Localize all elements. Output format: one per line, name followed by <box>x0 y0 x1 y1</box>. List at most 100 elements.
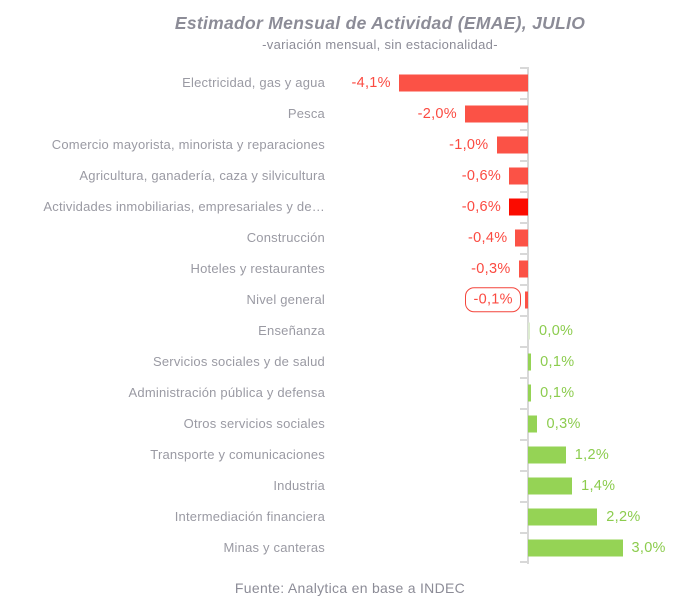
value-label: 0,1% <box>540 384 575 401</box>
plot-area: -0,1% <box>325 284 676 315</box>
bar <box>528 415 538 432</box>
axis-tick <box>520 222 527 224</box>
chart-row: Enseñanza 0,0% <box>0 315 676 346</box>
category-label: Intermediación financiera <box>174 509 325 524</box>
chart-row: Hoteles y restaurantes -0,3% <box>0 253 676 284</box>
axis-tick <box>520 253 527 255</box>
chart-title: Estimador Mensual de Actividad (EMAE), J… <box>174 13 586 33</box>
plot-area: -0,3% <box>325 253 676 284</box>
value-label: -0,4% <box>468 229 508 246</box>
value-label: -0,3% <box>471 260 511 277</box>
bar <box>465 105 528 122</box>
bar <box>528 446 566 463</box>
bar <box>528 508 598 525</box>
category-label: Agricultura, ganadería, caza y silvicult… <box>79 168 325 183</box>
value-label: 0,0% <box>539 322 574 339</box>
bar <box>528 384 532 401</box>
axis-tick <box>520 67 527 69</box>
chart-row: Electricidad, gas y agua -4,1% <box>0 67 676 98</box>
category-label: Electricidad, gas y agua <box>182 75 325 90</box>
axis-tick <box>520 470 527 472</box>
axis-tick <box>520 129 527 131</box>
chart-header: Estimador Mensual de Actividad (EMAE), J… <box>0 12 676 54</box>
plot-area: -0,6% <box>325 191 676 222</box>
plot-area: -0,4% <box>325 222 676 253</box>
axis-tick <box>520 501 527 503</box>
category-label: Administración pública y defensa <box>128 385 325 400</box>
plot-area: -1,0% <box>325 129 676 160</box>
bar <box>398 74 528 91</box>
plot-area: 0,1% <box>325 346 676 377</box>
category-label: Otros servicios sociales <box>183 416 325 431</box>
plot-area: -2,0% <box>325 98 676 129</box>
bar <box>515 229 528 246</box>
bar <box>528 322 530 339</box>
category-label: Minas y canteras <box>223 540 325 555</box>
chart-row: Construcción -0,4% <box>0 222 676 253</box>
plot-area: 0,3% <box>325 408 676 439</box>
category-label: Hoteles y restaurantes <box>190 261 325 276</box>
chart-row: Pesca -2,0% <box>0 98 676 129</box>
value-label: -1,0% <box>449 136 489 153</box>
value-label: 1,4% <box>581 477 616 494</box>
category-label: Enseñanza <box>258 323 325 338</box>
axis-tick <box>520 98 527 100</box>
bar <box>528 539 623 556</box>
chart-row: Minas y canteras 3,0% <box>0 532 676 563</box>
bar-chart: Electricidad, gas y agua -4,1% Pesca -2,0% C… <box>0 67 676 564</box>
chart-row: Administración pública y defensa 0,1% <box>0 377 676 408</box>
plot-area: 3,0% <box>325 532 676 563</box>
chart-row: Otros servicios sociales 0,3% <box>0 408 676 439</box>
axis-tick <box>520 439 527 441</box>
chart-subtitle: -variación mensual, sin estacionalidad- <box>262 37 498 52</box>
value-label: -4,1% <box>351 74 391 91</box>
category-label: Servicios sociales y de salud <box>153 354 325 369</box>
category-label: Actividades inmobiliarias, empresariales… <box>43 199 325 214</box>
category-label: Comercio mayorista, minorista y reparaci… <box>51 137 325 152</box>
plot-area: 0,0% <box>325 315 676 346</box>
category-label: Nivel general <box>246 292 325 307</box>
axis-tick <box>520 532 527 534</box>
chart-row: Nivel general -0,1% <box>0 284 676 315</box>
value-label: 1,2% <box>574 446 610 463</box>
axis-tick <box>520 191 527 193</box>
plot-area: 2,2% <box>325 501 676 532</box>
chart-row: Intermediación financiera 2,2% <box>0 501 676 532</box>
bar <box>496 136 528 153</box>
category-label: Transporte y comunicaciones <box>150 447 325 462</box>
bar <box>509 167 528 184</box>
value-label: 2,2% <box>606 508 641 525</box>
bar <box>528 353 532 370</box>
bar <box>509 198 528 215</box>
axis-tick <box>520 160 527 162</box>
chart-row: Actividades inmobiliarias, empresariales… <box>0 191 676 222</box>
chart-row: Agricultura, ganadería, caza y silvicult… <box>0 160 676 191</box>
axis-tick <box>520 284 527 286</box>
chart-row: Transporte y comunicaciones 1,2% <box>0 439 676 470</box>
plot-area: 1,2% <box>325 439 676 470</box>
value-label: 0,3% <box>546 415 581 432</box>
source-note: Fuente: Analytica en base a INDEC <box>234 580 466 596</box>
axis-tick <box>520 408 527 410</box>
chart-row: Servicios sociales y de salud 0,1% <box>0 346 676 377</box>
value-label: -0,6% <box>461 167 502 184</box>
category-label: Industria <box>273 478 325 493</box>
axis-tick <box>520 561 527 563</box>
value-label: -0,6% <box>461 198 502 215</box>
value-label: 0,1% <box>540 353 575 370</box>
category-label: Construcción <box>246 230 325 245</box>
value-label: -2,0% <box>417 105 457 122</box>
chart-row: Industria 1,4% <box>0 470 676 501</box>
axis-line <box>527 67 529 564</box>
plot-area: 1,4% <box>325 470 676 501</box>
plot-area: -4,1% <box>325 67 676 98</box>
plot-area: -0,6% <box>325 160 676 191</box>
value-label: 3,0% <box>631 539 666 556</box>
plot-area: 0,1% <box>325 377 676 408</box>
axis-tick <box>520 315 527 317</box>
axis-tick <box>520 377 527 379</box>
bar <box>528 477 573 494</box>
axis-tick <box>520 346 527 348</box>
category-label: Pesca <box>287 106 325 121</box>
